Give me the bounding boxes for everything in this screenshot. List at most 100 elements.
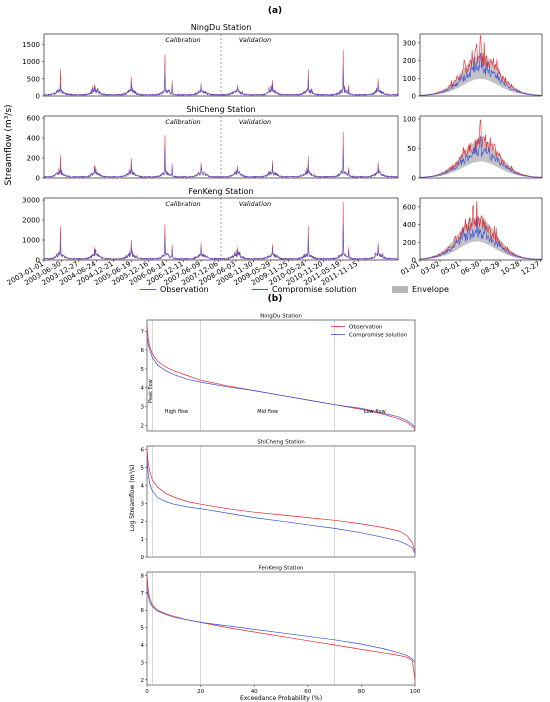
y-tick-label: 0 xyxy=(412,93,416,101)
y-tick-label: 400 xyxy=(27,135,40,143)
a-shicheng-ts-plot: ShiCheng Station 0 200 400 600 Calibration Val… xyxy=(27,105,399,183)
region-label-peak: Peak flow xyxy=(148,379,154,403)
x-tick-label: 12-27 xyxy=(520,260,542,277)
y-tick-label: 1 xyxy=(141,537,145,543)
compromise-series-line xyxy=(43,147,399,179)
y-tick-label: 100 xyxy=(403,75,416,83)
y-tick-label: 6 xyxy=(141,348,145,354)
y-tick-label: 200 xyxy=(403,239,416,247)
y-tick-label: 600 xyxy=(403,203,416,211)
y-tick-label: 2 xyxy=(141,678,145,684)
plot-frame xyxy=(146,319,416,432)
y-tick-label: 8 xyxy=(141,573,145,579)
y-tick-label: 50 xyxy=(407,145,416,153)
compromise-fdc-line xyxy=(146,458,416,554)
calibration-label: Calibration xyxy=(165,200,200,208)
y-tick-label: 1000 xyxy=(22,58,40,66)
x-tick-label: 10-28 xyxy=(500,260,522,277)
a-ningdu-annual-plot: 0 100 200 300 xyxy=(403,33,543,101)
plot-frame xyxy=(419,197,543,261)
y-tick-label: 7 xyxy=(141,591,145,597)
compromise-fdc-line xyxy=(146,587,416,663)
y-tick-label: 5 xyxy=(141,626,145,632)
y-tick-label: 0 xyxy=(36,257,40,265)
x-tick-label: 60 xyxy=(304,689,311,695)
y-tick-label: 3 xyxy=(141,501,145,507)
x-tick-label: 40 xyxy=(251,689,258,695)
y-tick-label: 0 xyxy=(141,555,145,561)
panel-a-ylabel: Streamflow (m³/s) xyxy=(4,104,14,185)
calibration-label: Calibration xyxy=(165,118,200,126)
y-tick-label: 3000 xyxy=(22,197,40,205)
compromise-annual-line xyxy=(419,136,542,178)
observation-fdc-line xyxy=(146,325,416,430)
y-tick-label: 3 xyxy=(141,660,145,666)
y-tick-label: 4 xyxy=(141,483,145,489)
y-tick-label: 2 xyxy=(141,423,145,429)
y-tick-label: 2000 xyxy=(22,217,40,225)
y-tick-label: 500 xyxy=(27,75,40,83)
panel-b-label: (b) xyxy=(268,294,283,304)
y-tick-label: 0 xyxy=(412,257,416,265)
observation-fdc-line xyxy=(146,575,416,680)
x-tick-label: 0 xyxy=(145,689,149,695)
y-tick-label: 600 xyxy=(27,115,40,123)
y-tick-label: 100 xyxy=(403,115,416,123)
y-tick-label: 0 xyxy=(36,93,40,101)
panel-a-label: (a) xyxy=(268,6,282,16)
station-title: ShiCheng Station xyxy=(186,105,255,114)
x-tick-label: 08-29 xyxy=(480,260,502,277)
compromise-series-line xyxy=(43,66,399,97)
plot-frame xyxy=(419,33,543,97)
plot-frame xyxy=(146,571,416,686)
legend-swatch-envelope xyxy=(392,286,408,293)
panel-b-ylabel: Log Streamflow (m³/s) xyxy=(129,465,136,532)
x-axis-label: Exceedance Probability (%) xyxy=(240,695,322,702)
region-label-mid: Mid flow xyxy=(257,409,278,415)
region-label-low: Low flow xyxy=(364,409,386,415)
fdc-legend-label: Compromise solution xyxy=(349,333,408,339)
legend-label: Observation xyxy=(160,285,209,294)
plot-frame xyxy=(146,445,416,558)
observation-annual-line xyxy=(419,119,542,178)
y-tick-label: 1500 xyxy=(22,41,40,49)
station-title: ShiCheng Station xyxy=(257,440,305,446)
observation-series-line xyxy=(43,131,399,179)
x-tick-label: 80 xyxy=(358,689,365,695)
y-tick-label: 5 xyxy=(141,465,145,471)
validation-label: Validation xyxy=(239,36,271,44)
station-title: FenKeng Station xyxy=(188,187,253,196)
y-tick-label: 6 xyxy=(141,608,145,614)
x-tick-label: 20 xyxy=(197,689,204,695)
plot-frame xyxy=(419,115,543,179)
x-tick-label: 03-02 xyxy=(419,260,441,277)
a-fenkeng-ts-plot: FenKeng Station 0 1000 2000 3000 Calibration V… xyxy=(6,187,399,287)
compromise-series-line xyxy=(43,223,399,261)
validation-label: Validation xyxy=(239,200,271,208)
compromise-fdc-line xyxy=(146,336,416,428)
x-tick-label: 01-01 xyxy=(399,260,421,277)
y-tick-label: 3 xyxy=(141,405,145,411)
station-title: NingDu Station xyxy=(260,314,302,320)
fdc-legend-label: Observation xyxy=(349,325,383,331)
x-tick-label: 100 xyxy=(410,689,421,695)
y-tick-label: 200 xyxy=(27,155,40,163)
region-label-high: High flow xyxy=(165,409,188,415)
x-tick-label: 06-30 xyxy=(460,260,482,277)
station-title: FenKeng Station xyxy=(259,566,304,572)
b-shicheng-fdc-plot: ShiCheng Station 0 1 2 3 4 5 6 xyxy=(141,440,416,561)
y-tick-label: 5 xyxy=(141,367,145,373)
b-ningdu-fdc-plot: NingDu Station 2 3 4 5 6 7 Peak flow High flow Mi… xyxy=(141,314,416,432)
y-tick-label: 300 xyxy=(403,39,416,47)
validation-label: Validation xyxy=(239,118,271,126)
station-title: NingDu Station xyxy=(191,23,252,32)
a-fenkeng-annual-plot: 0 200 400 600 01-0103-0205-0106-3008-2910-28… xyxy=(399,197,543,277)
y-tick-label: 200 xyxy=(403,57,416,65)
envelope-band xyxy=(420,53,542,96)
y-tick-label: 0 xyxy=(412,175,416,183)
compromise-annual-line xyxy=(419,217,542,260)
envelope-band xyxy=(420,215,542,260)
